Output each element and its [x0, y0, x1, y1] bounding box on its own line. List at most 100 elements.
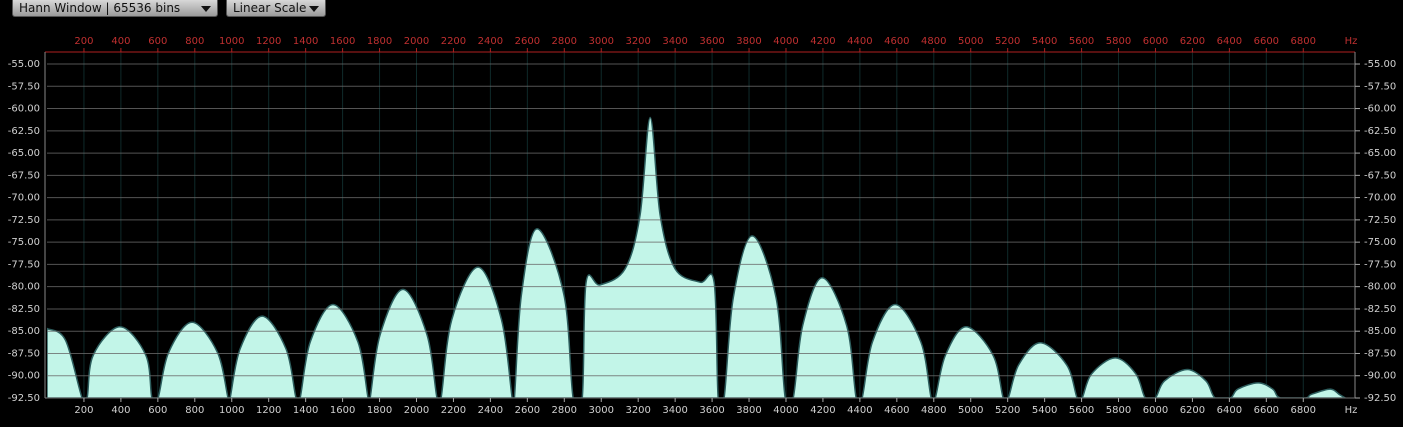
x-tick-label: 2600 — [515, 405, 540, 416]
x-tick-label: 2200 — [441, 405, 466, 416]
y-tick-label: -72.50 — [8, 215, 40, 226]
x-tick-label: 2800 — [552, 405, 577, 416]
x-tick-label: 5200 — [995, 405, 1020, 416]
x-unit-label: Hz — [1345, 405, 1358, 416]
y-tick-label-right: -92.50 — [1364, 393, 1396, 404]
y-tick-label: -75.00 — [8, 237, 40, 248]
y-tick-label: -77.50 — [8, 259, 40, 270]
x-tick-label-top: 4400 — [847, 36, 872, 47]
x-tick-label-top: 2200 — [441, 36, 466, 47]
scale-dropdown[interactable]: Linear Scale — [226, 0, 326, 17]
y-tick-label-right: -57.50 — [1364, 81, 1396, 92]
x-tick-label: 400 — [111, 405, 130, 416]
x-tick-label-top: 1800 — [367, 36, 392, 47]
y-tick-label: -57.50 — [8, 81, 40, 92]
x-tick-label-top: 2600 — [515, 36, 540, 47]
y-tick-label: -67.50 — [8, 170, 40, 181]
y-tick-label-right: -62.50 — [1364, 126, 1396, 137]
x-tick-label: 1800 — [367, 405, 392, 416]
x-tick-label: 4600 — [884, 405, 909, 416]
x-tick-label-top: 5400 — [1032, 36, 1057, 47]
x-tick-label: 3800 — [736, 405, 761, 416]
y-tick-label-right: -75.00 — [1364, 237, 1396, 248]
y-tick-label: -62.50 — [8, 126, 40, 137]
x-tick-label-top: 400 — [111, 36, 130, 47]
x-tick-label: 4800 — [921, 405, 946, 416]
x-tick-label-top: 6000 — [1143, 36, 1168, 47]
x-tick-label-top: 200 — [74, 36, 93, 47]
y-tick-label: -85.00 — [8, 326, 40, 337]
x-tick-label-top: 4600 — [884, 36, 909, 47]
x-tick-label-top: 1000 — [219, 36, 244, 47]
x-tick-label: 4400 — [847, 405, 872, 416]
x-tick-label: 1000 — [219, 405, 244, 416]
x-tick-label-top: 4000 — [773, 36, 798, 47]
x-tick-label: 1400 — [293, 405, 318, 416]
x-tick-label-top: 6200 — [1180, 36, 1205, 47]
x-tick-label: 5800 — [1106, 405, 1131, 416]
y-tick-label: -60.00 — [8, 104, 40, 115]
spectrum-area — [47, 116, 1347, 398]
y-tick-label-right: -67.50 — [1364, 170, 1396, 181]
x-tick-label-top: 6800 — [1291, 36, 1316, 47]
x-tick-label: 6600 — [1254, 405, 1279, 416]
x-tick-label: 2400 — [478, 405, 503, 416]
x-tick-label-top: 5800 — [1106, 36, 1131, 47]
y-tick-label-right: -80.00 — [1364, 282, 1396, 293]
x-tick-label: 4200 — [810, 405, 835, 416]
y-tick-label-right: -77.50 — [1364, 259, 1396, 270]
y-tick-label-right: -90.00 — [1364, 371, 1396, 382]
scale-label: Linear Scale — [233, 1, 307, 15]
y-tick-label-right: -60.00 — [1364, 104, 1396, 115]
x-tick-label-top: 1400 — [293, 36, 318, 47]
x-tick-label-top: 3800 — [736, 36, 761, 47]
x-tick-label: 6400 — [1217, 405, 1242, 416]
y-tick-label-right: -85.00 — [1364, 326, 1396, 337]
y-tick-label-right: -82.50 — [1364, 304, 1396, 315]
y-tick-label-right: -55.00 — [1364, 59, 1396, 70]
x-tick-label: 800 — [185, 405, 204, 416]
x-tick-label-top: 5000 — [958, 36, 983, 47]
x-tick-label-top: 3200 — [625, 36, 650, 47]
x-tick-label-top: 2000 — [404, 36, 429, 47]
x-tick-label-top: 3000 — [589, 36, 614, 47]
x-tick-label-top: 800 — [185, 36, 204, 47]
x-tick-label-top: 4800 — [921, 36, 946, 47]
y-tick-label: -70.00 — [8, 193, 40, 204]
y-tick-label: -80.00 — [8, 282, 40, 293]
y-tick-label: -92.50 — [8, 393, 40, 404]
y-tick-label: -90.00 — [8, 371, 40, 382]
x-tick-label: 5000 — [958, 405, 983, 416]
y-tick-label: -82.50 — [8, 304, 40, 315]
window-dropdown[interactable]: Hann Window | 65536 bins — [12, 0, 218, 17]
x-tick-label: 6200 — [1180, 405, 1205, 416]
y-tick-label-right: -72.50 — [1364, 215, 1396, 226]
x-unit-label-top: Hz — [1345, 36, 1358, 47]
x-tick-label-top: 4200 — [810, 36, 835, 47]
x-tick-label: 600 — [148, 405, 167, 416]
x-tick-label: 200 — [74, 405, 93, 416]
x-tick-label-top: 6400 — [1217, 36, 1242, 47]
x-tick-label: 5600 — [1069, 405, 1094, 416]
y-tick-label-right: -87.50 — [1364, 348, 1396, 359]
window-label: Hann Window | 65536 bins — [19, 1, 181, 15]
x-tick-label: 3200 — [625, 405, 650, 416]
y-tick-label: -55.00 — [8, 59, 40, 70]
x-tick-label-top: 5200 — [995, 36, 1020, 47]
x-tick-label: 1200 — [256, 405, 281, 416]
x-tick-label: 3400 — [662, 405, 687, 416]
x-tick-label-top: 600 — [148, 36, 167, 47]
x-tick-label: 1600 — [330, 405, 355, 416]
x-tick-label: 4000 — [773, 405, 798, 416]
x-tick-label: 5400 — [1032, 405, 1057, 416]
y-tick-label-right: -70.00 — [1364, 193, 1396, 204]
x-tick-label: 3600 — [699, 405, 724, 416]
x-tick-label-top: 1200 — [256, 36, 281, 47]
x-tick-label-top: 6600 — [1254, 36, 1279, 47]
y-tick-label-right: -65.00 — [1364, 148, 1396, 159]
x-tick-label-top: 2400 — [478, 36, 503, 47]
x-tick-label-top: 1600 — [330, 36, 355, 47]
y-tick-label: -87.50 — [8, 348, 40, 359]
